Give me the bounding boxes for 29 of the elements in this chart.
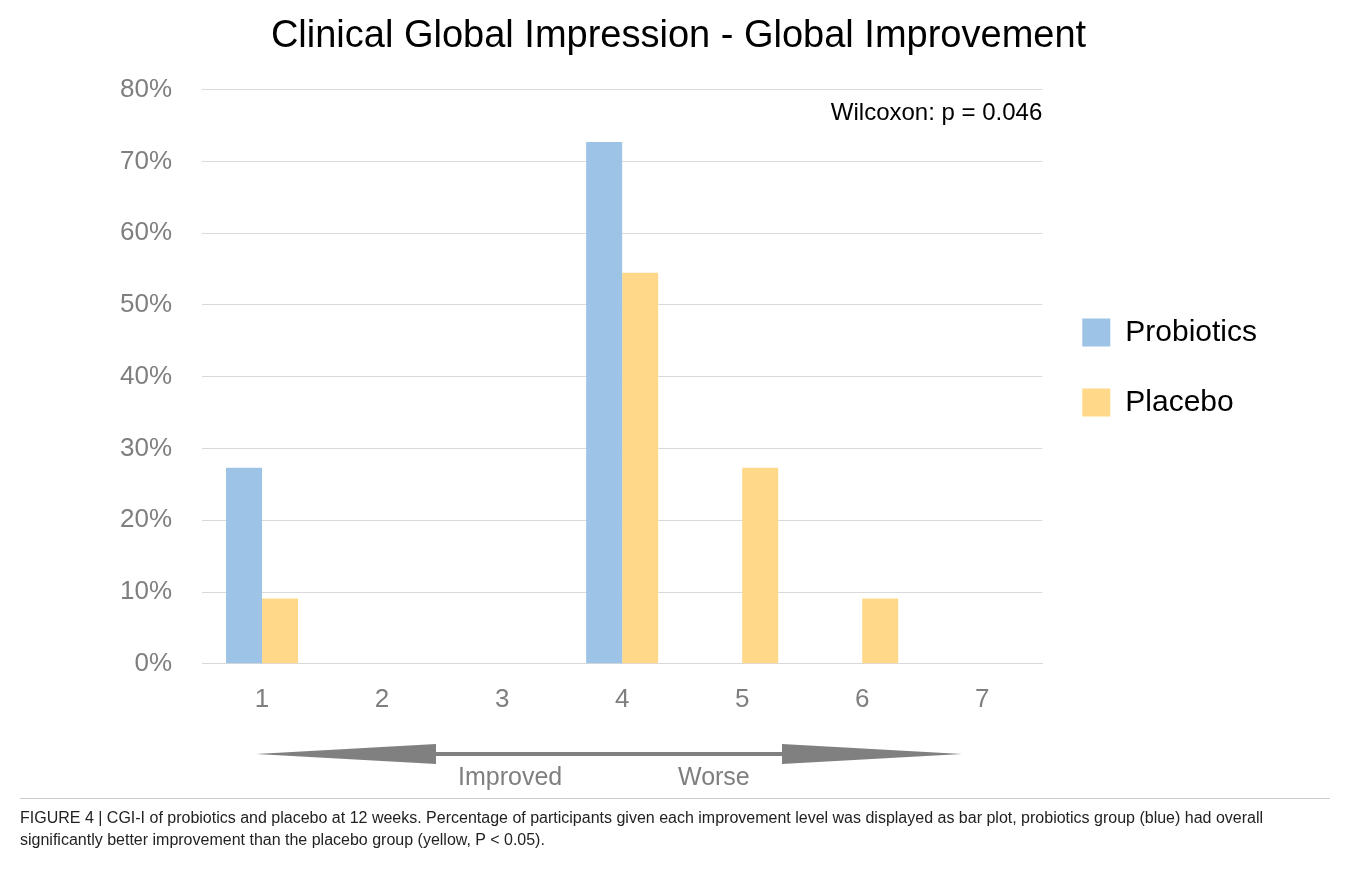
y-tick-label: 10% [119, 575, 173, 606]
x-tick-label: 4 [614, 682, 630, 713]
bar [262, 598, 299, 664]
x-tick-label: 2 [374, 682, 390, 713]
y-tick-label: 20% [119, 503, 173, 534]
legend-label: Placebo [1125, 383, 1234, 417]
x-tick-label: 1 [254, 682, 270, 713]
y-tick-label: 40% [119, 359, 173, 390]
y-tick-label: 0% [134, 646, 173, 677]
annotation: Wilcoxon: p = 0.046 [830, 98, 1043, 126]
bar [586, 142, 623, 664]
y-tick-label: 80% [119, 72, 173, 103]
text: Improved [458, 762, 563, 791]
y-tick-label: 30% [119, 431, 173, 462]
caption: FIGURE 4 | CGI-I of probiotics and placebo at 12 weeks. Percentage of participants given each improvement level was displayed as bar plot, probiotics group (blue) had overall significantly better improvement than the placebo group (yellow, P < 0.05). [20, 798, 1330, 852]
bar [226, 467, 263, 664]
legend-label: Probiotics [1125, 313, 1257, 347]
x-tick-label: 6 [854, 682, 870, 713]
y-tick-label: 70% [119, 144, 173, 175]
x-tick-label: 7 [975, 682, 990, 713]
bar [622, 272, 659, 664]
chart-title: Clinical Global Impression - Global Improvement [270, 13, 1087, 56]
x-tick-label: 5 [734, 682, 750, 713]
y-tick-label: 50% [119, 288, 173, 319]
y-tick-label: 60% [119, 216, 173, 247]
bar [862, 598, 899, 664]
text: Worse [678, 762, 750, 791]
bar [742, 467, 779, 664]
x-tick-label: 3 [494, 682, 510, 713]
